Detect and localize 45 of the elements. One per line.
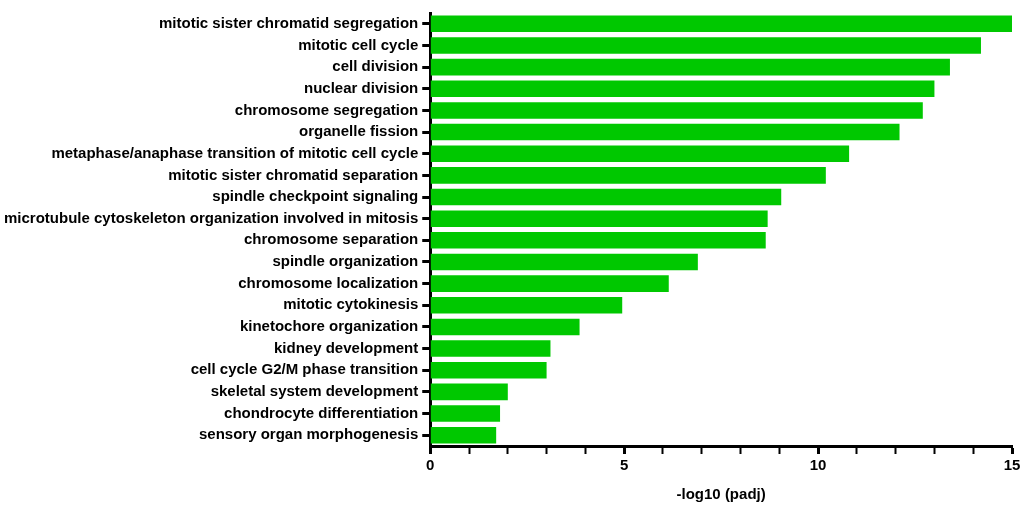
bar [430,167,826,184]
x-tick-label: 15 [1003,456,1021,474]
y-tick-label: nuclear division [304,78,419,96]
y-tick-label: mitotic sister chromatid segregation [159,13,419,31]
bar [430,296,623,314]
y-tick-label: chondrocyte differentiation [224,403,419,421]
bar [430,15,1012,33]
x-tick-label: 0 [426,456,435,474]
bar [430,58,950,76]
y-tick-label: organelle fission [299,122,419,140]
bar [430,426,497,444]
bar [430,383,508,401]
y-tick-label: mitotic sister chromatid separation [168,165,419,183]
bar [430,145,850,163]
y-tick-label: mitotic cell cycle [298,35,419,53]
bar [430,361,547,379]
y-tick-label: cell cycle G2/M phase transition [190,360,419,378]
bar [430,340,551,357]
y-tick-label: chromosome localization [238,273,419,291]
bar [430,188,782,206]
y-tick-label: spindle checkpoint signaling [212,187,419,205]
bar [430,405,501,422]
bar [430,275,669,292]
x-axis-title: -log10 (padj) [676,485,766,503]
bar [430,318,580,336]
bar [430,123,900,141]
y-tick-label: kidney development [274,338,419,356]
y-tick-label: microtubule cytoskeleton organization involved in mitosis [3,208,419,226]
x-tick-label: 10 [809,456,827,474]
bar [430,210,768,227]
y-tick-label: chromosome separation [244,230,419,248]
x-tick-label: 5 [619,456,629,474]
y-tick-label: spindle organization [272,252,419,270]
bar [430,37,981,54]
y-tick-label: chromosome segregation [234,100,419,118]
y-tick-label: sensory organ morphogenesis [199,425,419,443]
y-tick-label: metaphase/anaphase transition of mitotic cell cycle [51,143,419,161]
bar [430,102,923,119]
bar [430,80,935,98]
y-tick-label: kinetochore organization [239,317,419,335]
bar [430,232,766,249]
bar [430,253,698,271]
y-tick-label: cell division [332,57,419,75]
y-tick-label: skeletal system development [210,382,419,400]
y-tick-label: mitotic cytokinesis [283,295,419,313]
